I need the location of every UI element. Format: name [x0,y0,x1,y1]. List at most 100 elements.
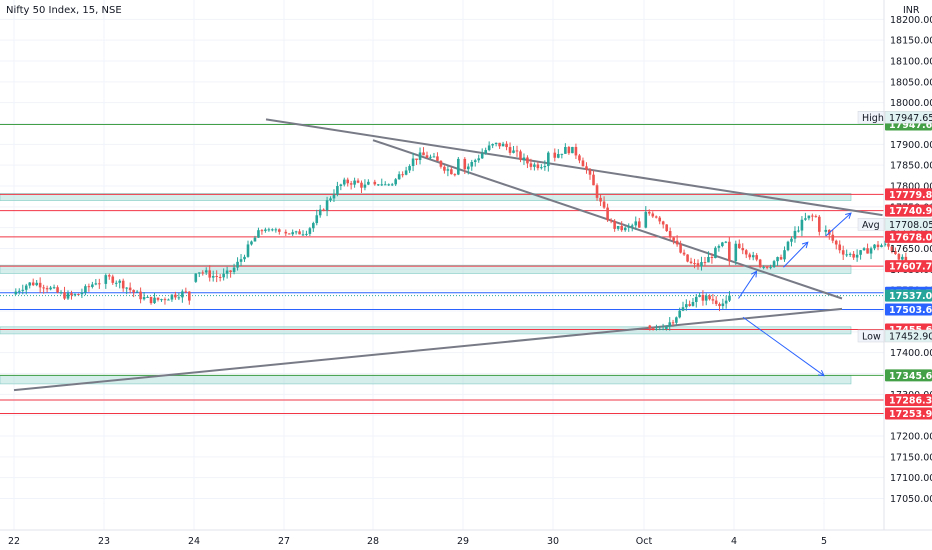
candle-body [432,156,436,158]
candle-body [278,229,281,232]
price-axis[interactable]: 18200.00 18150.00 18100.00 18050.00 18000.00… [890,15,932,505]
candle-body [274,229,278,231]
candle-body [215,275,218,277]
candle-body [63,292,66,299]
candle-body [163,299,167,301]
candle-body [571,146,574,154]
candle-body [408,166,411,171]
candle-body [404,170,408,175]
candle-body [59,292,63,294]
candle-body [630,225,634,227]
session-stat-badge [857,218,885,231]
candle-body [45,288,49,290]
time-axis[interactable]: 22 23 24 27 28 29 30 Oct 4 5 [8,536,827,547]
projection-arrow[interactable] [738,271,757,299]
trendline[interactable] [13,307,843,392]
candle-body [363,184,367,188]
projection-arrow[interactable] [783,241,809,268]
candle-body [553,152,557,158]
candle-body [318,209,322,216]
candle-body [894,251,897,255]
candle-body [121,280,125,289]
candle-body [160,299,163,301]
candle-body [349,183,353,185]
candle-body [188,291,191,301]
candle-body [17,290,21,292]
candle-body [239,259,243,262]
candle-body [480,153,484,159]
candle-body [700,262,703,267]
candle-body [707,256,710,263]
level-price-tag-label: 17286.30 [889,396,932,407]
level-price-tag [885,407,932,420]
candle-body [271,229,274,231]
projection-arrows[interactable] [738,212,852,377]
candle-body [325,200,329,211]
candle-body [322,209,325,211]
time-tick-label: 27 [278,536,290,547]
candle-body [38,282,42,288]
candle-body [394,179,397,185]
time-tick-label: 28 [367,536,379,547]
green-price-tag-label: 17947.65 [889,120,932,131]
time-tick-label: 24 [188,536,200,547]
projection-arrow[interactable] [742,316,825,376]
candles [14,141,911,331]
demand-supply-zone [0,326,852,335]
candle-body [613,220,616,229]
candle-body [28,282,32,286]
candle-body [294,231,298,233]
candle-body [463,158,467,170]
price-tick-label: 18100.00 [890,57,932,68]
candle-body [890,246,894,252]
candle-body [883,243,887,246]
trendlines[interactable] [13,118,883,392]
candle-body [772,261,776,268]
candle-body [834,240,838,245]
candle-body [501,143,505,147]
candle-body [111,276,115,283]
price-tick-label: 17900.00 [890,140,932,151]
level-price-tag [885,260,932,273]
candle-body [174,294,177,298]
candle-body [540,167,543,169]
candle-body [77,294,80,296]
candle-body [56,287,59,293]
candle-body [654,216,658,218]
candle-body [609,220,613,222]
candle-body [533,164,536,167]
candle-body [644,211,648,228]
candle-body [415,158,418,161]
candle-body [498,142,501,147]
price-tick-label: 17800.00 [890,182,932,193]
candle-body [225,270,229,274]
candle-body [208,270,212,278]
candle-body [346,179,350,184]
candle-body [390,184,394,186]
candle-body [679,244,682,253]
candle-body [436,156,439,161]
level-price-tag-label: 17779.80 [889,190,932,201]
projection-arrow[interactable] [825,212,852,237]
candle-body [804,218,807,220]
candle-body [429,156,432,158]
candle-body [724,241,728,243]
candle-body [70,293,73,296]
candle-body [484,150,487,154]
candle-body [450,169,453,175]
candle-body [87,286,91,288]
trendline[interactable] [265,118,883,217]
candle-body [284,231,288,234]
candle-body [543,166,547,168]
candle-body [243,256,246,260]
arrow-head [817,369,825,377]
candle-body [104,275,108,284]
candle-body [564,146,567,154]
candle-body [201,272,205,274]
candle-body [267,229,271,231]
candle-body [422,152,425,156]
candle-body [824,229,828,232]
candle-body [585,166,588,170]
candle-body [704,295,708,301]
